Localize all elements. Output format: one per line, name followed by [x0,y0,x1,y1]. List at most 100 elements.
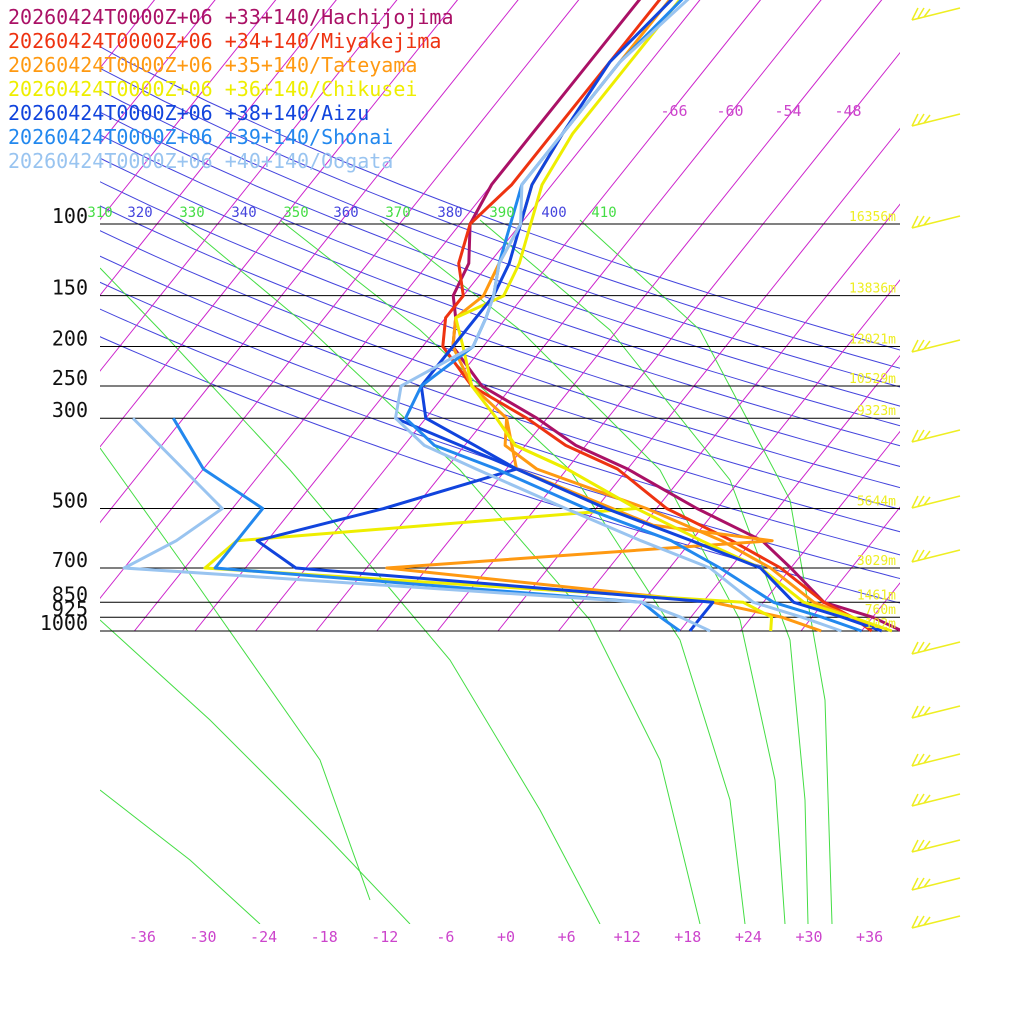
isotherm--78 [100,0,459,448]
series-temperature-6 [394,0,842,633]
temperature-tick--6: -6 [436,928,454,946]
isotherm--6 [679,354,900,632]
dry-adiabat-320 [100,281,900,556]
height-label-1000: 102m [865,617,896,632]
moist-adiabat-3 [100,789,261,924]
pressure-label-150: 150 [52,276,88,300]
legend-entry-1: 20260424T0000Z+06 +34+140/Miyakejima [8,29,441,53]
adiabat-lines [100,46,900,924]
upper-temp-label--60: -60 [716,102,743,120]
legend-entry-5: 20260424T0000Z+06 +39+140/Shonai [8,125,393,149]
temperature-tick--30: -30 [189,928,216,946]
pressure-label-250: 250 [52,366,88,390]
wind-barb-3 [911,339,961,353]
legend: 20260424T0000Z+06 +33+140/Hachijojima202… [8,5,454,173]
dry-adiabat-330 [100,255,900,533]
isotherm-0 [740,430,900,632]
wind-barb-9 [911,753,961,767]
series-temperature-1 [441,0,873,633]
pressure-label-100: 100 [52,204,88,228]
pressure-label-850: 850 [52,582,88,606]
isotherm--24 [497,127,900,632]
temperature-tick--18: -18 [311,928,338,946]
temperature-tick--36: -36 [129,928,156,946]
wind-barb-2 [911,215,961,229]
wind-barb-4 [911,429,961,443]
dry-adiabat-380 [100,134,900,427]
theta-label-310: 310 [87,205,112,221]
dry-adiabat-360 [100,181,900,467]
series-dewpoint-6 [122,417,711,633]
temperature-tick-+6: +6 [558,928,576,946]
moist-adiabat-0 [100,447,371,901]
theta-label-340: 340 [231,205,256,221]
isotherm--84 [100,0,398,372]
isotherm-18 [922,0,1024,631]
pressure-label-300: 300 [52,398,88,422]
temperature-tick--12: -12 [371,928,398,946]
dry-adiabat-350 [100,205,900,489]
pressure-label-200: 200 [52,327,88,351]
dry-adiabat-390 [100,111,900,407]
height-label-500: 5644m [857,494,896,509]
theta-label-380: 380 [437,205,462,221]
temperature-tick-+0: +0 [497,928,515,946]
theta-label-400: 400 [541,205,566,221]
upper-temp-label--54: -54 [774,102,801,120]
wind-barb-5 [911,495,961,509]
height-label-100: 16356m [849,210,896,225]
legend-entry-3: 20260424T0000Z+06 +36+140/Chikusei [8,77,417,101]
pressure-label-500: 500 [52,488,88,512]
isotherm-24 [983,0,1024,631]
pressure-label-700: 700 [52,548,88,572]
temperature-tick--24: -24 [250,928,277,946]
wind-barbs [911,7,961,929]
isotherm--72 [100,0,519,524]
height-label-925: 760m [865,603,896,618]
series-dewpoint-5 [172,417,681,633]
moist-adiabat-8 [579,219,833,924]
isotherm-12 [861,582,900,632]
theta-label-370: 370 [385,205,410,221]
isotherm--108 [100,0,156,69]
legend-entry-0: 20260424T0000Z+06 +33+140/Hachijojima [8,5,454,29]
isotherm--54 [194,0,701,632]
wind-barb-11 [911,839,961,853]
height-label-250: 10529m [849,372,896,387]
wind-barb-8 [911,705,961,719]
legend-entry-6: 20260424T0000Z+06 +40+140/Oogata [8,149,393,173]
dry-adiabat-300 [100,336,900,604]
wind-barb-7 [911,641,961,655]
isotherm--42 [315,0,822,632]
theta-label-330: 330 [179,205,204,221]
dry-adiabat-400 [100,89,900,388]
theta-label-410: 410 [591,205,616,221]
upper-temp-label--66: -66 [660,102,687,120]
pressure-label-925: 925 [52,597,88,621]
theta-label-390: 390 [489,205,514,221]
height-label-200: 12021m [849,333,896,348]
theta-label-350: 350 [283,205,308,221]
height-label-150: 13836m [849,282,896,297]
temperature-tick-+18: +18 [674,928,701,946]
height-label-700: 3029m [857,554,896,569]
isotherm--96 [100,0,277,221]
temperature-tick-+36: +36 [856,928,883,946]
moist-adiabat-7 [479,219,809,924]
height-label-300: 9323m [857,404,896,419]
isotherm--48 [255,0,762,632]
theta-label-320: 320 [127,205,152,221]
dry-adiabat-370 [100,157,900,447]
legend-entry-4: 20260424T0000Z+06 +38+140/Aizu [8,101,369,125]
isotherm--90 [100,0,337,297]
wind-barb-6 [911,549,961,563]
isotherm--66 [100,0,580,600]
moist-adiabat-4 [179,219,701,924]
legend-entry-2: 20260424T0000Z+06 +35+140/Tateyama [8,53,417,77]
moist-adiabat-5 [279,219,746,924]
moist-adiabat-1 [100,267,601,924]
height-label-850: 1461m [857,588,896,603]
temperature-tick-+12: +12 [614,928,641,946]
wind-barb-0 [911,7,961,21]
